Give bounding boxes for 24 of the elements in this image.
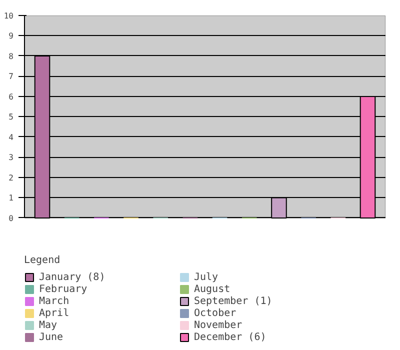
y-tick-label: 4 [8,132,14,142]
legend-label: October [194,307,238,319]
y-tick-label: 3 [8,153,14,162]
legend-label: August [194,283,232,295]
legend-label: June [39,331,64,343]
y-tick-label: 0 [8,214,14,223]
legend-title: Legend [24,255,62,266]
y-tick-label: 6 [8,92,14,102]
legend-label: March [39,295,70,307]
legend-label: January (8) [39,271,106,283]
y-tick-label: 5 [8,112,14,122]
legend-label: May [39,319,58,331]
y-tick-label: 8 [8,52,14,61]
legend-label: November [194,319,244,331]
legend-label: April [39,307,70,319]
y-tick-label: 1 [8,194,14,203]
y-tick-label: 7 [8,72,14,82]
legend-label: September (1) [194,295,274,307]
y-tick-label: 9 [8,32,14,41]
y-tick-label: 2 [8,173,14,182]
legend-label: February [39,283,88,295]
legend-label: December (6) [194,331,268,343]
legend-label: July [194,271,220,283]
y-tick-label: 10 [4,12,14,20]
